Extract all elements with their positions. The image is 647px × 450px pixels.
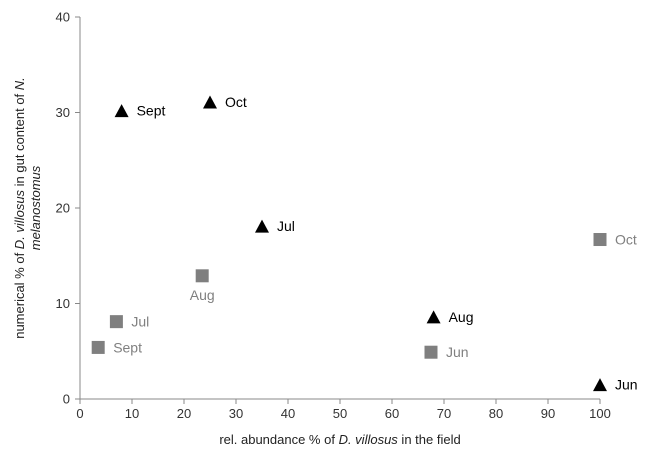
point-labels: Sept Oct Jul Aug Jun Sept Jul Aug Jun Oct — [113, 94, 637, 393]
triangle-point — [203, 95, 217, 109]
y-tick-label: 20 — [56, 201, 70, 216]
x-axis-title: rel. abundance % of D. villosus in the f… — [219, 432, 460, 447]
axis-title-part: numerical % of — [12, 249, 27, 339]
y-axis-title: numerical % of D. villosus in gut conten… — [12, 77, 43, 339]
axis-title-part: N. — [12, 77, 27, 90]
square-point — [109, 315, 123, 329]
y-axis-title-line2: melanostomus — [28, 165, 43, 250]
axis-title-part: in the field — [398, 432, 461, 447]
x-tick-label: 80 — [489, 406, 503, 421]
axes — [79, 17, 600, 400]
y-tick-label: 10 — [56, 296, 70, 311]
x-tick-label: 10 — [125, 406, 139, 421]
x-tick-label: 100 — [589, 406, 611, 421]
x-tick-label: 30 — [229, 406, 243, 421]
x-tick-label: 20 — [177, 406, 191, 421]
x-axis-ticks: 0 10 20 30 40 50 60 70 80 90 100 — [76, 399, 611, 421]
data-points — [91, 95, 607, 392]
x-tick-label: 0 — [76, 406, 83, 421]
y-axis-ticks: 0 10 20 30 40 — [56, 10, 80, 407]
axis-title-part: rel. abundance % of — [219, 432, 338, 447]
triangle-point — [255, 219, 269, 233]
axis-title-part: D. villosus — [12, 189, 27, 249]
triangle-point — [114, 104, 129, 118]
point-label: Oct — [615, 232, 637, 248]
triangle-point — [426, 310, 441, 324]
square-point — [195, 269, 209, 283]
y-axis-title-line1: numerical % of D. villosus in gut conten… — [12, 77, 27, 339]
square-point — [593, 233, 607, 247]
y-tick-label: 0 — [63, 392, 70, 407]
y-tick-label: 40 — [56, 10, 70, 25]
square-point — [91, 340, 105, 354]
axis-title-part: in gut content of — [12, 90, 27, 190]
x-tick-label: 50 — [333, 406, 347, 421]
x-tick-label: 90 — [541, 406, 555, 421]
x-tick-label: 60 — [385, 406, 399, 421]
point-label: Sept — [113, 339, 142, 355]
point-label: Jul — [277, 218, 295, 234]
point-label: Jun — [446, 344, 469, 360]
point-label: Jul — [131, 314, 149, 330]
point-label: Sept — [137, 103, 166, 119]
point-label: Jun — [615, 377, 638, 393]
square-point — [424, 345, 438, 359]
y-tick-label: 30 — [56, 105, 70, 120]
x-tick-label: 70 — [437, 406, 451, 421]
axis-title-part: D. villosus — [339, 432, 399, 447]
point-label: Aug — [190, 287, 215, 303]
point-label: Aug — [449, 309, 474, 325]
point-label: Oct — [225, 94, 247, 110]
x-tick-label: 40 — [281, 406, 295, 421]
triangle-point — [593, 378, 607, 392]
